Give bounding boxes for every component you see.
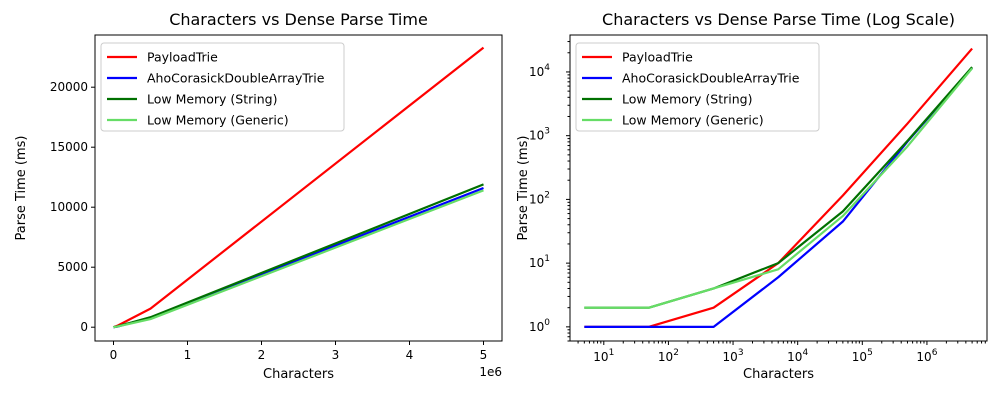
x-tick-exponent: 2 — [673, 348, 679, 358]
y-tick-exponent: 4 — [544, 63, 550, 73]
y-tick-base: 10 — [529, 192, 544, 206]
y-tick-label: 10000 — [50, 200, 88, 214]
x-tick-exponent: 6 — [932, 348, 938, 358]
legend-box — [575, 42, 820, 132]
legend-box — [100, 42, 345, 132]
series-lines — [112, 46, 485, 329]
chart-title: Characters vs Dense Parse Time — [169, 10, 428, 29]
x-tick-base: 10 — [787, 350, 802, 364]
x-tick-exponent: 5 — [867, 348, 873, 358]
x-tick-label: 0 — [110, 348, 118, 362]
y-tick-label: 100 — [529, 318, 550, 334]
x-tick-label: 106 — [916, 348, 937, 364]
x-tick-base: 10 — [916, 350, 931, 364]
y-tick-exponent: 2 — [544, 190, 550, 200]
x-tick-base: 10 — [852, 350, 867, 364]
x-tick-label: 2 — [258, 348, 266, 362]
y-axis-label: Parse Time (ms) — [14, 136, 29, 241]
y-tick-base: 10 — [529, 256, 544, 270]
legend-label-3: Low Memory (Generic) — [147, 113, 289, 128]
legend-label-1: AhoCorasickDoubleArrayTrie — [147, 71, 325, 86]
legend: PayloadTrie AhoCorasickDoubleArrayTrie Low… — [100, 42, 345, 132]
y-tick-label: 103 — [529, 127, 550, 143]
series-lines — [584, 47, 973, 328]
x-tick-exponent: 1 — [609, 348, 615, 358]
series-line-3 — [584, 67, 973, 309]
x-tick-label: 105 — [852, 348, 873, 364]
y-tick-label: 20000 — [50, 80, 88, 94]
y-tick-label: 101 — [529, 254, 550, 270]
y-tick-label: 15000 — [50, 140, 88, 154]
legend-label-2: Low Memory (String) — [147, 92, 277, 107]
y-tick-base: 10 — [529, 320, 544, 334]
legend-label-0: PayloadTrie — [622, 50, 693, 65]
legend: PayloadTrie AhoCorasickDoubleArrayTrie Low… — [575, 42, 820, 132]
y-tick-exponent: 1 — [544, 254, 550, 264]
legend-label-3: Low Memory (Generic) — [622, 113, 764, 128]
x-tick-base: 10 — [593, 350, 608, 364]
y-tick-label: 102 — [529, 190, 550, 206]
y-tick-base: 10 — [529, 65, 544, 79]
x-offset-label: 1e6 — [479, 365, 502, 379]
x-tick-base: 10 — [723, 350, 738, 364]
y-axis-label: Parse Time (ms) — [516, 136, 531, 241]
x-tick-label: 102 — [658, 348, 679, 364]
x-tick-label: 1 — [184, 348, 192, 362]
y-tick-exponent: 3 — [544, 127, 550, 137]
x-tick-label: 103 — [723, 348, 744, 364]
y-tick-label: 5000 — [57, 260, 88, 274]
x-tick-exponent: 3 — [738, 348, 744, 358]
x-tick-label: 3 — [332, 348, 340, 362]
chart-title: Characters vs Dense Parse Time (Log Scal… — [602, 10, 955, 29]
series-line-2 — [112, 183, 484, 329]
x-tick-label: 4 — [406, 348, 414, 362]
x-tick-label: 5 — [480, 348, 488, 362]
x-tick-base: 10 — [658, 350, 673, 364]
y-tick-exponent: 0 — [544, 318, 550, 328]
log-chart: Characters vs Dense Parse Time (Log Scal… — [516, 10, 988, 382]
x-axis-label: Characters — [263, 367, 334, 382]
y-tick-label: 0 — [80, 320, 88, 334]
y-tick-label: 104 — [529, 63, 550, 79]
legend-label-1: AhoCorasickDoubleArrayTrie — [622, 71, 800, 86]
y-tick-base: 10 — [529, 129, 544, 143]
linear-chart: Characters vs Dense Parse Time 0 1 2 3 4 5 0 500… — [14, 10, 503, 382]
series-line-3 — [112, 189, 484, 329]
x-tick-label: 104 — [787, 348, 808, 364]
legend-label-0: PayloadTrie — [147, 50, 218, 65]
legend-label-2: Low Memory (String) — [622, 92, 752, 107]
plot-area-frame — [94, 34, 503, 342]
x-tick-label: 101 — [593, 348, 614, 364]
x-axis-label: Characters — [743, 367, 814, 382]
x-tick-exponent: 4 — [802, 348, 808, 358]
